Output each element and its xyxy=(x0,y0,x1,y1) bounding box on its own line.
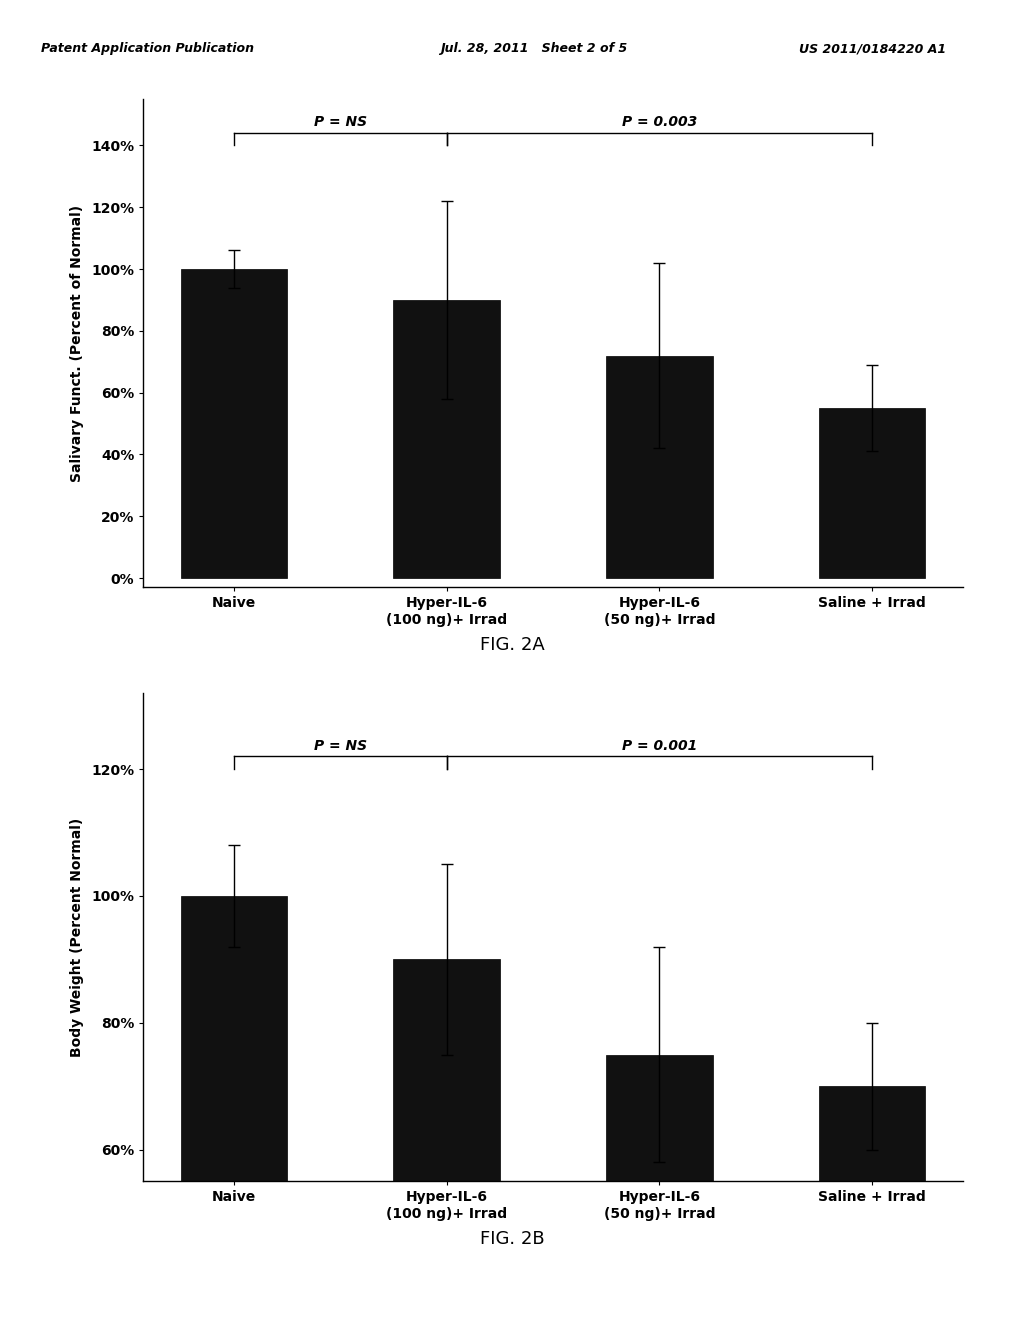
Bar xyxy=(606,1055,713,1320)
Y-axis label: Salivary Funct. (Percent of Normal): Salivary Funct. (Percent of Normal) xyxy=(71,205,84,482)
Text: P = 0.003: P = 0.003 xyxy=(622,115,697,129)
Text: Patent Application Publication: Patent Application Publication xyxy=(41,42,254,55)
Bar xyxy=(180,269,287,578)
Bar xyxy=(819,408,926,578)
Y-axis label: Body Weight (Percent Normal): Body Weight (Percent Normal) xyxy=(71,817,84,1057)
Bar xyxy=(393,300,500,578)
Text: FIG. 2A: FIG. 2A xyxy=(479,636,545,655)
Bar xyxy=(180,896,287,1320)
Bar xyxy=(393,960,500,1320)
Bar xyxy=(819,1086,926,1320)
Text: FIG. 2B: FIG. 2B xyxy=(479,1230,545,1249)
Text: P = 0.001: P = 0.001 xyxy=(622,738,697,752)
Text: US 2011/0184220 A1: US 2011/0184220 A1 xyxy=(799,42,946,55)
Bar xyxy=(606,355,713,578)
Text: P = NS: P = NS xyxy=(313,115,367,129)
Text: P = NS: P = NS xyxy=(313,738,367,752)
Text: Jul. 28, 2011   Sheet 2 of 5: Jul. 28, 2011 Sheet 2 of 5 xyxy=(440,42,628,55)
